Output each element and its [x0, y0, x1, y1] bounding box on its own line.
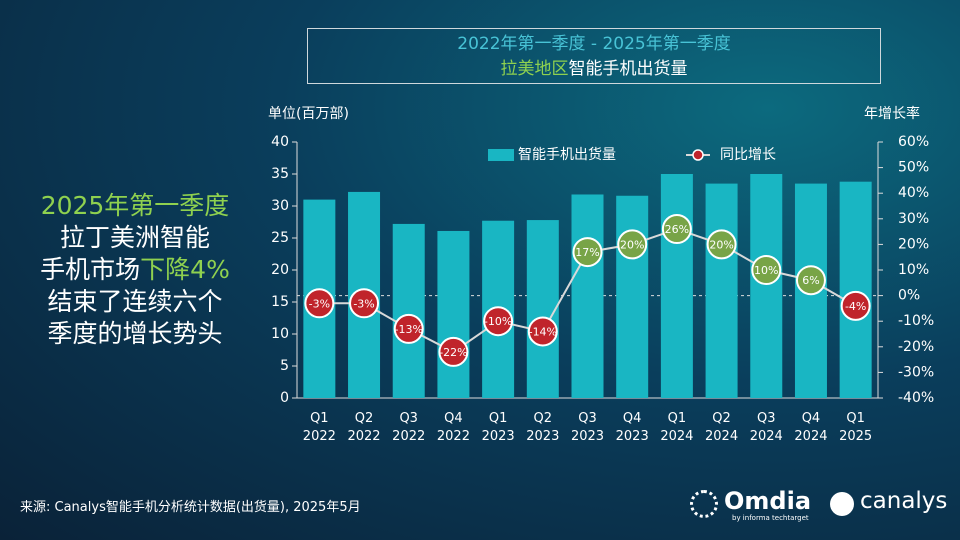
y-axis-label: 单位(百万部)	[268, 106, 349, 122]
headline-line: 2025年第一季度	[40, 191, 230, 220]
y-tick-label: 20	[271, 262, 289, 278]
growth-marker	[661, 214, 692, 245]
y-tick-label: 35	[271, 166, 289, 182]
bar	[616, 195, 649, 398]
x-tick-label: Q3 2024	[749, 411, 783, 444]
y-tick-label: 10	[271, 326, 289, 342]
growth-marker	[617, 229, 648, 260]
y2-tick-label: 50%	[898, 160, 929, 176]
legend-label: 智能手机出货量	[518, 146, 616, 163]
bar	[526, 220, 559, 398]
bar	[660, 174, 693, 398]
x-tick-label: Q1 2023	[481, 411, 515, 444]
bar	[571, 194, 604, 398]
headline: 2025年第一季度 拉丁美洲智能 手机市场下降4% 结束了连续六个 季度的增长势…	[20, 190, 250, 350]
omdia-sub: by informa techtarget	[732, 514, 809, 522]
growth-marker	[304, 288, 335, 319]
growth-label: -3%	[309, 297, 330, 310]
title-text: 智能手机出货量	[568, 59, 688, 79]
growth-label: 17%	[575, 246, 599, 259]
growth-label: -4%	[845, 300, 866, 313]
canalys-icon	[830, 492, 854, 516]
title-region: 拉美地区	[500, 59, 569, 79]
growth-marker	[572, 237, 603, 268]
y2-tick-label: 10%	[898, 262, 929, 278]
headline-line: 手机市场下降4%	[20, 254, 250, 286]
x-tick-label: Q4 2024	[794, 411, 828, 444]
growth-marker	[751, 255, 782, 285]
bar	[437, 230, 470, 398]
headline-text: 手机市场	[40, 255, 141, 284]
x-tick-label: Q2 2022	[347, 411, 381, 444]
growth-label: -14%	[529, 325, 557, 338]
y2-tick-label: 30%	[898, 211, 929, 227]
title-line: 2022年第一季度 - 2025年第一季度	[457, 34, 731, 54]
growth-marker	[349, 288, 380, 319]
omdia-icon	[690, 490, 718, 518]
y2-axis-label: 年增长率	[864, 105, 920, 122]
omdia-logo: Omdia	[724, 487, 812, 515]
y2-tick-label: 40%	[898, 185, 929, 201]
canalys-logo: canalys	[860, 488, 948, 514]
x-tick-label: Q2 2024	[705, 411, 739, 444]
growth-marker	[795, 265, 826, 296]
title-line: 拉美地区智能手机出货量	[308, 57, 880, 82]
y2-tick-label: -30%	[898, 364, 934, 380]
legend-swatch	[488, 149, 514, 161]
source: 来源: Canalys智能手机分析统计数据(出货量), 2025年5月	[20, 500, 361, 515]
y2-tick-label: 20%	[898, 236, 929, 252]
y2-tick-label: -10%	[898, 313, 934, 329]
headline-line: 拉丁美洲智能	[59, 223, 210, 252]
title-box: 2022年第一季度 - 2025年第一季度 拉美地区智能手机出货量	[307, 28, 881, 84]
growth-marker	[706, 229, 737, 260]
growth-label: 6%	[802, 274, 819, 287]
bar	[392, 223, 425, 398]
y-tick-label: 25	[271, 230, 289, 246]
bar	[705, 183, 738, 398]
growth-marker	[393, 313, 424, 344]
y2-tick-label: 60%	[898, 134, 929, 150]
growth-label: -22%	[439, 346, 467, 359]
y-tick-label: 30	[271, 198, 289, 214]
growth-marker	[483, 306, 514, 337]
growth-label: 20%	[709, 238, 733, 251]
growth-marker	[527, 316, 558, 347]
headline-line: 季度的增长势头	[47, 319, 223, 348]
growth-label: 26%	[665, 223, 689, 236]
legend-label: 同比增长	[720, 147, 776, 163]
x-tick-label: Q3 2022	[392, 411, 426, 444]
x-tick-label: Q4 2022	[436, 411, 470, 444]
y2-tick-label: -40%	[898, 390, 934, 406]
y2-tick-label: -20%	[898, 339, 934, 355]
legend-marker	[692, 149, 704, 161]
y-tick-label: 5	[280, 358, 289, 374]
headline-line: 结束了连续六个	[47, 287, 223, 316]
headline-highlight: 下降4%	[140, 255, 230, 284]
y-tick-label: 40	[271, 134, 289, 150]
growth-marker	[438, 336, 469, 367]
growth-label: 10%	[754, 264, 778, 277]
growth-label: -13%	[395, 323, 423, 336]
x-tick-label: Q1 2024	[660, 411, 694, 444]
bar	[750, 174, 783, 398]
growth-label: -10%	[484, 315, 512, 328]
growth-label: 20%	[620, 238, 644, 251]
x-tick-label: Q4 2023	[615, 411, 649, 444]
x-tick-label: Q1 2025	[839, 411, 873, 444]
y-tick-label: 0	[280, 390, 289, 406]
bar	[839, 181, 872, 398]
x-tick-label: Q3 2023	[570, 411, 605, 444]
x-tick-label: Q2 2023	[526, 411, 560, 444]
growth-label: -3%	[353, 297, 374, 310]
growth-marker	[840, 290, 871, 321]
x-tick-label: Q1 2022	[302, 411, 336, 444]
y-tick-label: 15	[271, 294, 289, 310]
y2-tick-label: 0%	[898, 288, 920, 304]
